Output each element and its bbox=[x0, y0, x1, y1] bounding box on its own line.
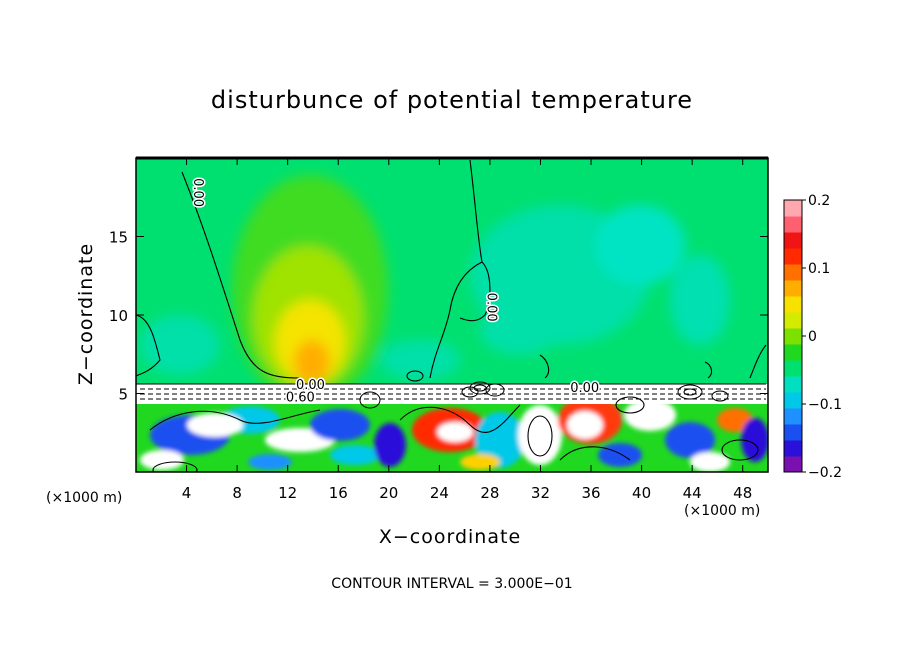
plot-area: 0.000.000.000.000.000.000.600.600.000.00 bbox=[136, 158, 768, 472]
x-tick-label: 48 bbox=[733, 484, 752, 502]
contour-label-halo: 0.00 bbox=[570, 381, 599, 396]
x-tick-label: 40 bbox=[632, 484, 651, 502]
colorbar-swatch bbox=[784, 264, 802, 281]
colorbar-swatch bbox=[784, 248, 802, 265]
y-tick-label: 15 bbox=[109, 229, 128, 247]
x-tick-label: 36 bbox=[581, 484, 600, 502]
colorbar-swatch bbox=[784, 312, 802, 329]
x-tick-label: 28 bbox=[480, 484, 499, 502]
colorbar-swatch bbox=[784, 456, 802, 473]
contour-label: 0.000.00 bbox=[294, 377, 326, 395]
colorbar-tick-label: −0.2 bbox=[808, 465, 842, 481]
contour-label-halo: 0.60 bbox=[286, 391, 315, 406]
inversion-dashed-contours bbox=[140, 388, 766, 400]
x-axis: 4 8 12 16 20 24 28 32 36 40 44 48 bbox=[182, 158, 752, 502]
x-tick-label: 16 bbox=[329, 484, 348, 502]
colorbar-swatch bbox=[784, 216, 802, 233]
field-turbulent-patches bbox=[140, 396, 768, 472]
contour-label-text: 0.60 bbox=[286, 391, 315, 406]
contour-label: 0.000.00 bbox=[569, 380, 601, 398]
contour-label-halo: 0.00 bbox=[190, 178, 205, 207]
solid-contours bbox=[136, 159, 767, 472]
y-axis-label: Z−coordinate bbox=[75, 242, 97, 386]
colorbar-swatch bbox=[784, 360, 802, 377]
field-smooth-patches bbox=[140, 175, 730, 405]
colorbar-swatch bbox=[784, 408, 802, 425]
colorbar-tick-label: 0 bbox=[808, 329, 817, 345]
y-tick-label: 10 bbox=[109, 307, 128, 325]
contour-label-halo: 0.00 bbox=[296, 378, 325, 393]
colorbar-tick-label: −0.1 bbox=[808, 397, 842, 413]
colorbar-swatch bbox=[784, 376, 802, 393]
colorbar-swatch bbox=[784, 232, 802, 249]
contour-labels: 0.000.000.000.000.000.000.600.600.000.00 bbox=[189, 177, 601, 408]
contour-label-text: 0.00 bbox=[483, 293, 498, 322]
interface-eddy-contours bbox=[359, 370, 729, 409]
x-axis-label: X−coordinate bbox=[378, 526, 522, 548]
colorbar-swatch bbox=[784, 392, 802, 409]
colorbar-tick-label: 0.1 bbox=[808, 261, 830, 277]
colorbar-swatch bbox=[784, 440, 802, 457]
contour-label: 0.000.00 bbox=[189, 177, 207, 209]
contour-label-halo: 0.00 bbox=[483, 293, 498, 322]
x-tick-label: 8 bbox=[232, 484, 242, 502]
y-axis: 5 10 15 bbox=[109, 229, 768, 404]
colorbar-swatch bbox=[784, 328, 802, 345]
contour-label-text: 0.00 bbox=[570, 381, 599, 396]
x-tick-label: 44 bbox=[683, 484, 702, 502]
y-tick-label: 5 bbox=[118, 386, 128, 404]
x-tick-label: 20 bbox=[379, 484, 398, 502]
colorbar-swatch bbox=[784, 424, 802, 441]
x-tick-label: 24 bbox=[430, 484, 449, 502]
contour-label: 0.600.60 bbox=[284, 389, 316, 407]
colorbar-swatch bbox=[784, 200, 802, 217]
x-unit-label-right: (×1000 m) bbox=[684, 503, 761, 519]
colorbar-tick-label: 0.2 bbox=[808, 193, 830, 209]
colorbar-swatch bbox=[784, 280, 802, 297]
colorbar-swatch bbox=[784, 296, 802, 313]
contour-label-text: 0.00 bbox=[296, 378, 325, 393]
contour-label-text: 0.00 bbox=[190, 178, 205, 207]
x-tick-label: 12 bbox=[278, 484, 297, 502]
colorbar: 0.2 0.1 0 −0.1 −0.2 bbox=[783, 193, 842, 481]
x-tick-label: 4 bbox=[182, 484, 192, 502]
x-tick-label: 32 bbox=[531, 484, 550, 502]
contour-interval-note: CONTOUR INTERVAL = 3.000E−01 bbox=[331, 576, 573, 592]
x-unit-label-left: (×1000 m) bbox=[46, 490, 123, 506]
chart-title: disturbunce of potential temperature bbox=[210, 86, 694, 114]
colorbar-swatch bbox=[784, 344, 802, 361]
contour-label: 0.000.00 bbox=[482, 291, 500, 323]
